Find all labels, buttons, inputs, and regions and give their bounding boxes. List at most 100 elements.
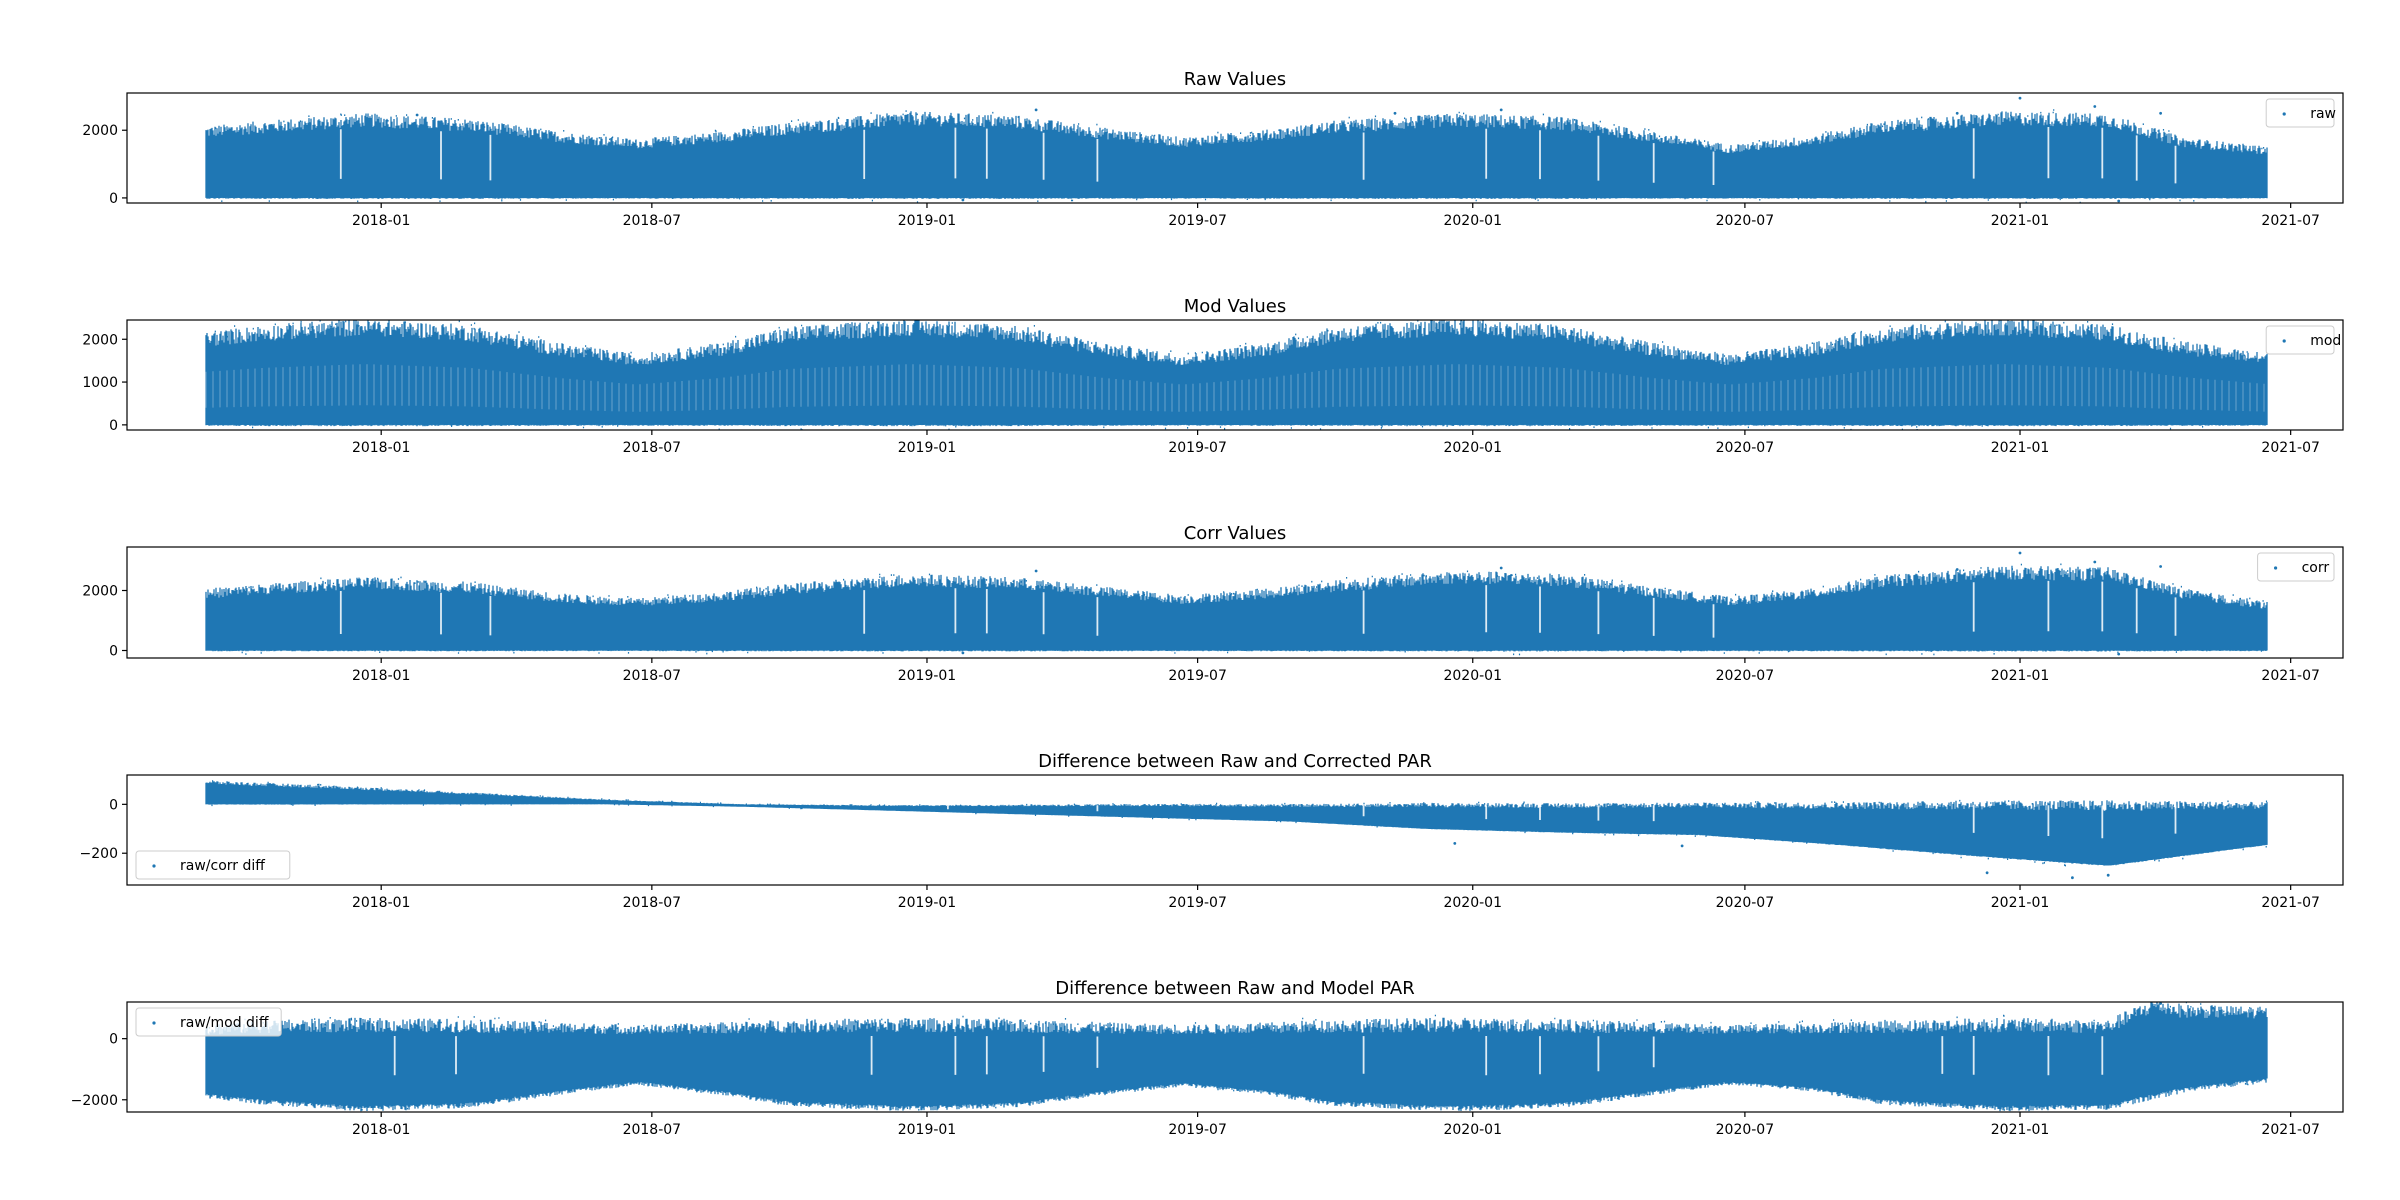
outlier-point (1499, 566, 1503, 570)
legend-marker (2274, 566, 2278, 570)
axes-frame (126, 319, 2344, 431)
plot-area (205, 320, 2268, 430)
x-tick-label: 2021-01 (1991, 895, 2050, 911)
legend-label: mod (2310, 333, 2341, 349)
data-gaps (947, 805, 2177, 839)
legend: mod (2265, 325, 2341, 355)
y-tick-label: 0 (109, 644, 118, 660)
outlier-point (961, 198, 965, 202)
x-tick-label: 2019-07 (1168, 440, 1227, 456)
x-tick-label: 2020-07 (1716, 440, 1775, 456)
legend-marker (2282, 339, 2286, 343)
outlier-point (1955, 568, 1959, 571)
x-tick-label: 2018-07 (623, 895, 682, 911)
x-axis: 2018-01 2018-07 2019-01 2019-07 2020-01 2020-… (352, 430, 2320, 456)
y-axis: −200 0 (80, 797, 127, 862)
x-tick-label: 2020-01 (1443, 668, 1502, 684)
y-tick-label: −2000 (71, 1093, 118, 1109)
x-tick-label: 2021-01 (1991, 1122, 2050, 1138)
legend-marker (152, 864, 156, 868)
plot-area (205, 96, 2268, 203)
panel-raw-mod-diff: Difference between Raw and Model PAR 201… (71, 978, 2344, 1138)
outlier-point (2117, 652, 2121, 656)
x-tick-label: 2019-07 (1168, 668, 1227, 684)
scatter-sprinkle (215, 109, 2265, 203)
outlier-point (1453, 842, 1457, 845)
x-tick-label: 2019-01 (898, 668, 957, 684)
x-tick-label: 2018-07 (623, 440, 682, 456)
x-tick-label: 2020-07 (1716, 1122, 1775, 1138)
legend-box (2265, 98, 2335, 128)
legend-label: raw (2310, 106, 2336, 122)
legend-box (135, 850, 291, 880)
x-tick-label: 2020-01 (1443, 440, 1502, 456)
plot-area (205, 551, 2268, 656)
outlier-point (2117, 199, 2121, 203)
legend: raw/mod diff (135, 1007, 282, 1037)
scatter-points (205, 551, 2268, 656)
outlier-point (1499, 108, 1503, 112)
x-tick-label: 2019-01 (898, 1122, 957, 1138)
scatter-sprinkle (208, 1002, 2251, 1111)
x-tick-label: 2020-01 (1443, 213, 1502, 229)
x-tick-label: 2019-01 (898, 895, 957, 911)
outlier-point (2093, 560, 2097, 564)
y-axis: −2000 0 (71, 1032, 127, 1109)
outlier-point (2159, 111, 2163, 115)
outlier-point (2018, 96, 2022, 100)
panel-corr-values: Corr Values 2018-01 2018-07 2019-01 2019-07… (82, 523, 2344, 684)
x-tick-label: 2018-01 (352, 1122, 411, 1138)
outlier-point (1034, 108, 1038, 112)
x-tick-label: 2018-01 (352, 440, 411, 456)
legend-label: corr (2302, 560, 2330, 576)
axes-frame (126, 774, 2344, 886)
y-tick-label: 1000 (82, 375, 118, 391)
y-tick-label: 2000 (82, 584, 118, 600)
panel-raw-corr-diff: Difference between Raw and Corrected PAR… (80, 751, 2344, 911)
outlier-point (2018, 551, 2022, 555)
outlier-point (2106, 873, 2110, 877)
y-tick-label: 0 (109, 418, 118, 434)
legend: raw/corr diff (135, 850, 291, 880)
outlier-point (2071, 876, 2074, 880)
x-tick-label: 2021-01 (1991, 668, 2050, 684)
axes-frame (126, 92, 2344, 204)
outlier-point (415, 113, 419, 117)
x-tick-label: 2018-07 (623, 1122, 682, 1138)
panel-raw-values: Raw Values 2018-01 2018-07 2019-01 2019-07 2… (82, 69, 2344, 229)
scatter-band (205, 111, 2268, 199)
x-tick-label: 2021-01 (1991, 440, 2050, 456)
y-axis: 0 2000 (82, 584, 127, 660)
x-tick-label: 2019-07 (1168, 1122, 1227, 1138)
scatter-points (205, 320, 2268, 430)
plot-area (205, 780, 2268, 880)
x-tick-label: 2021-01 (1991, 213, 2050, 229)
data-gaps (339, 127, 2177, 185)
scatter-band (205, 781, 2268, 866)
x-tick-label: 2018-07 (623, 668, 682, 684)
panel-title: Difference between Raw and Corrected PAR (1038, 751, 1432, 772)
panel-title: Difference between Raw and Model PAR (1055, 978, 1415, 999)
legend-label: raw/mod diff (180, 1015, 269, 1031)
legend-box (135, 1007, 282, 1037)
panel-mod-values: Mod Values 2018-01 2018-07 2019-01 2019-07 2… (82, 296, 2344, 456)
legend-marker (152, 1021, 156, 1025)
x-tick-label: 2020-07 (1716, 895, 1775, 911)
x-tick-label: 2020-01 (1443, 1122, 1502, 1138)
outlier-point (961, 651, 965, 655)
panel-title: Corr Values (1184, 523, 1287, 544)
legend: raw (2265, 98, 2336, 128)
x-tick-label: 2019-01 (898, 213, 957, 229)
data-gaps (393, 1036, 2104, 1076)
y-tick-label: 2000 (82, 332, 118, 348)
y-tick-label: 0 (109, 1032, 118, 1048)
outlier-point (2211, 1006, 2215, 1010)
scatter-sprinkle (234, 563, 2265, 656)
scatter-sprinkle (214, 320, 2248, 430)
axes-frame (126, 546, 2344, 659)
plot-area (205, 1002, 2268, 1112)
scatter-band (205, 565, 2268, 652)
axes-frame (126, 1001, 2344, 1113)
outlier-point (1680, 844, 1684, 848)
x-tick-label: 2021-07 (2261, 440, 2320, 456)
